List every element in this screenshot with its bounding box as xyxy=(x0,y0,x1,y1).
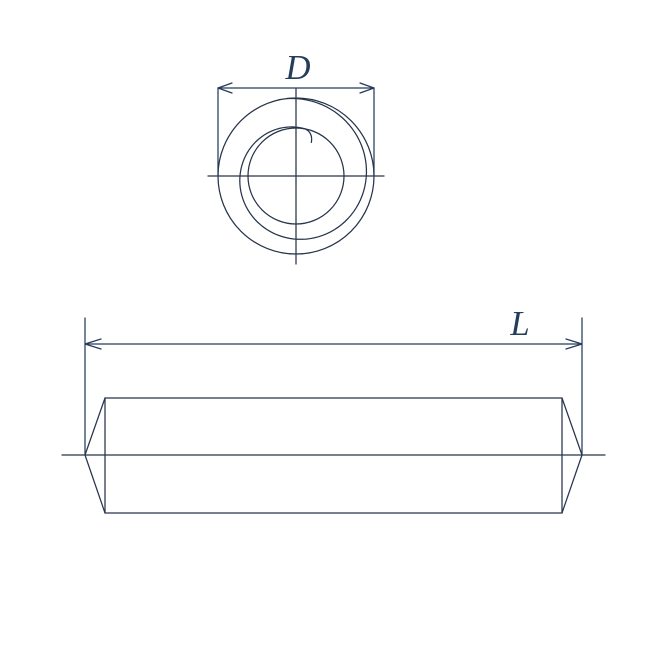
end-view: D xyxy=(208,49,384,264)
side-view: L xyxy=(62,305,605,513)
length-label: L xyxy=(509,305,529,343)
diameter-label: D xyxy=(284,49,310,87)
engineering-drawing: DL xyxy=(0,0,670,670)
